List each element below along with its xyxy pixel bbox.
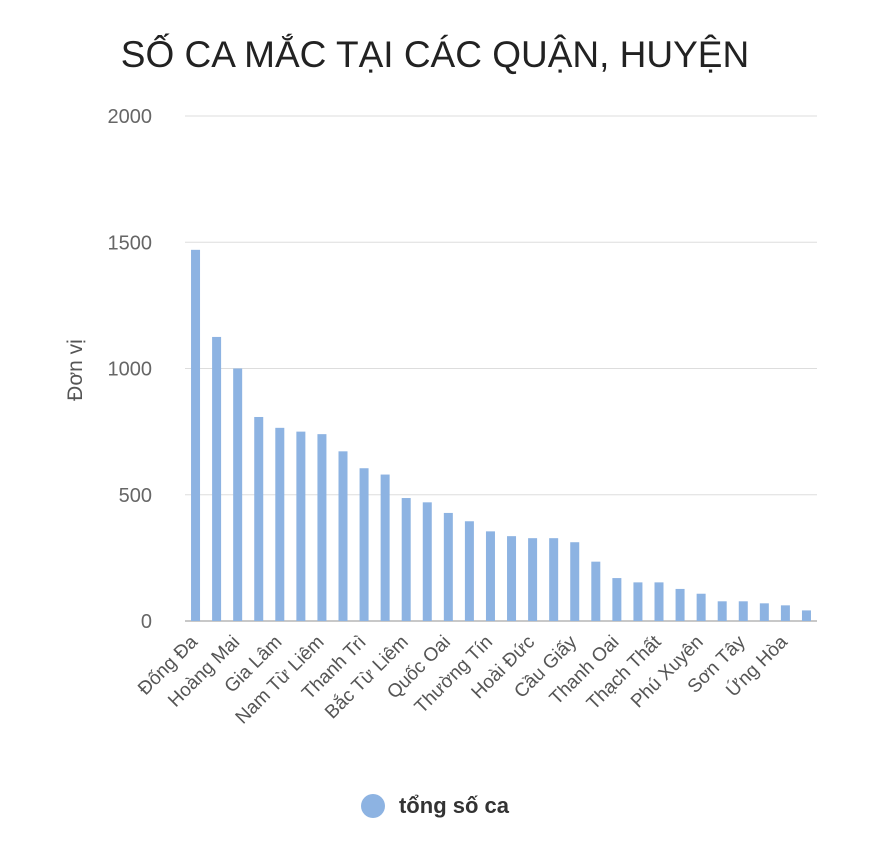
bar [507,536,517,621]
bar [654,582,664,621]
bar [801,610,811,621]
gridlines [185,115,817,622]
bar [696,593,706,621]
chart-title: SỐ CA MẮC TẠI CÁC QUẬN, HUYỆN [120,34,750,75]
bar [275,427,285,621]
bar [401,498,411,621]
bar [254,416,264,621]
bar [338,451,348,621]
legend-label: tổng số ca [398,793,509,818]
bar [296,431,306,621]
bar [675,588,685,621]
bar [422,502,432,621]
bar [633,582,643,621]
bar [570,542,580,621]
bar [528,538,538,621]
legend-swatch [360,794,385,818]
y-axis-label: Đơn vị [64,339,87,401]
bar [738,601,748,621]
bar [464,521,474,621]
bar [380,474,390,621]
y-tick-label: 500 [119,485,152,507]
y-tick-labels: 0 500 1000 1500 2000 [108,106,153,633]
bar [780,605,790,621]
bar [759,603,769,621]
bar [191,249,201,621]
bar [549,538,559,621]
bar [359,468,369,621]
bar [591,561,601,621]
bar [717,601,727,621]
y-tick-label: 1500 [108,232,153,254]
bar [485,531,495,621]
y-tick-label: 0 [141,611,152,633]
bars [191,249,811,621]
bar [317,434,327,621]
y-tick-label: 2000 [108,106,153,128]
bar [212,336,222,621]
bar [233,368,243,621]
bar [612,578,622,621]
y-tick-label: 1000 [108,359,153,381]
legend: tổng số ca [0,793,870,819]
bar [443,512,453,621]
